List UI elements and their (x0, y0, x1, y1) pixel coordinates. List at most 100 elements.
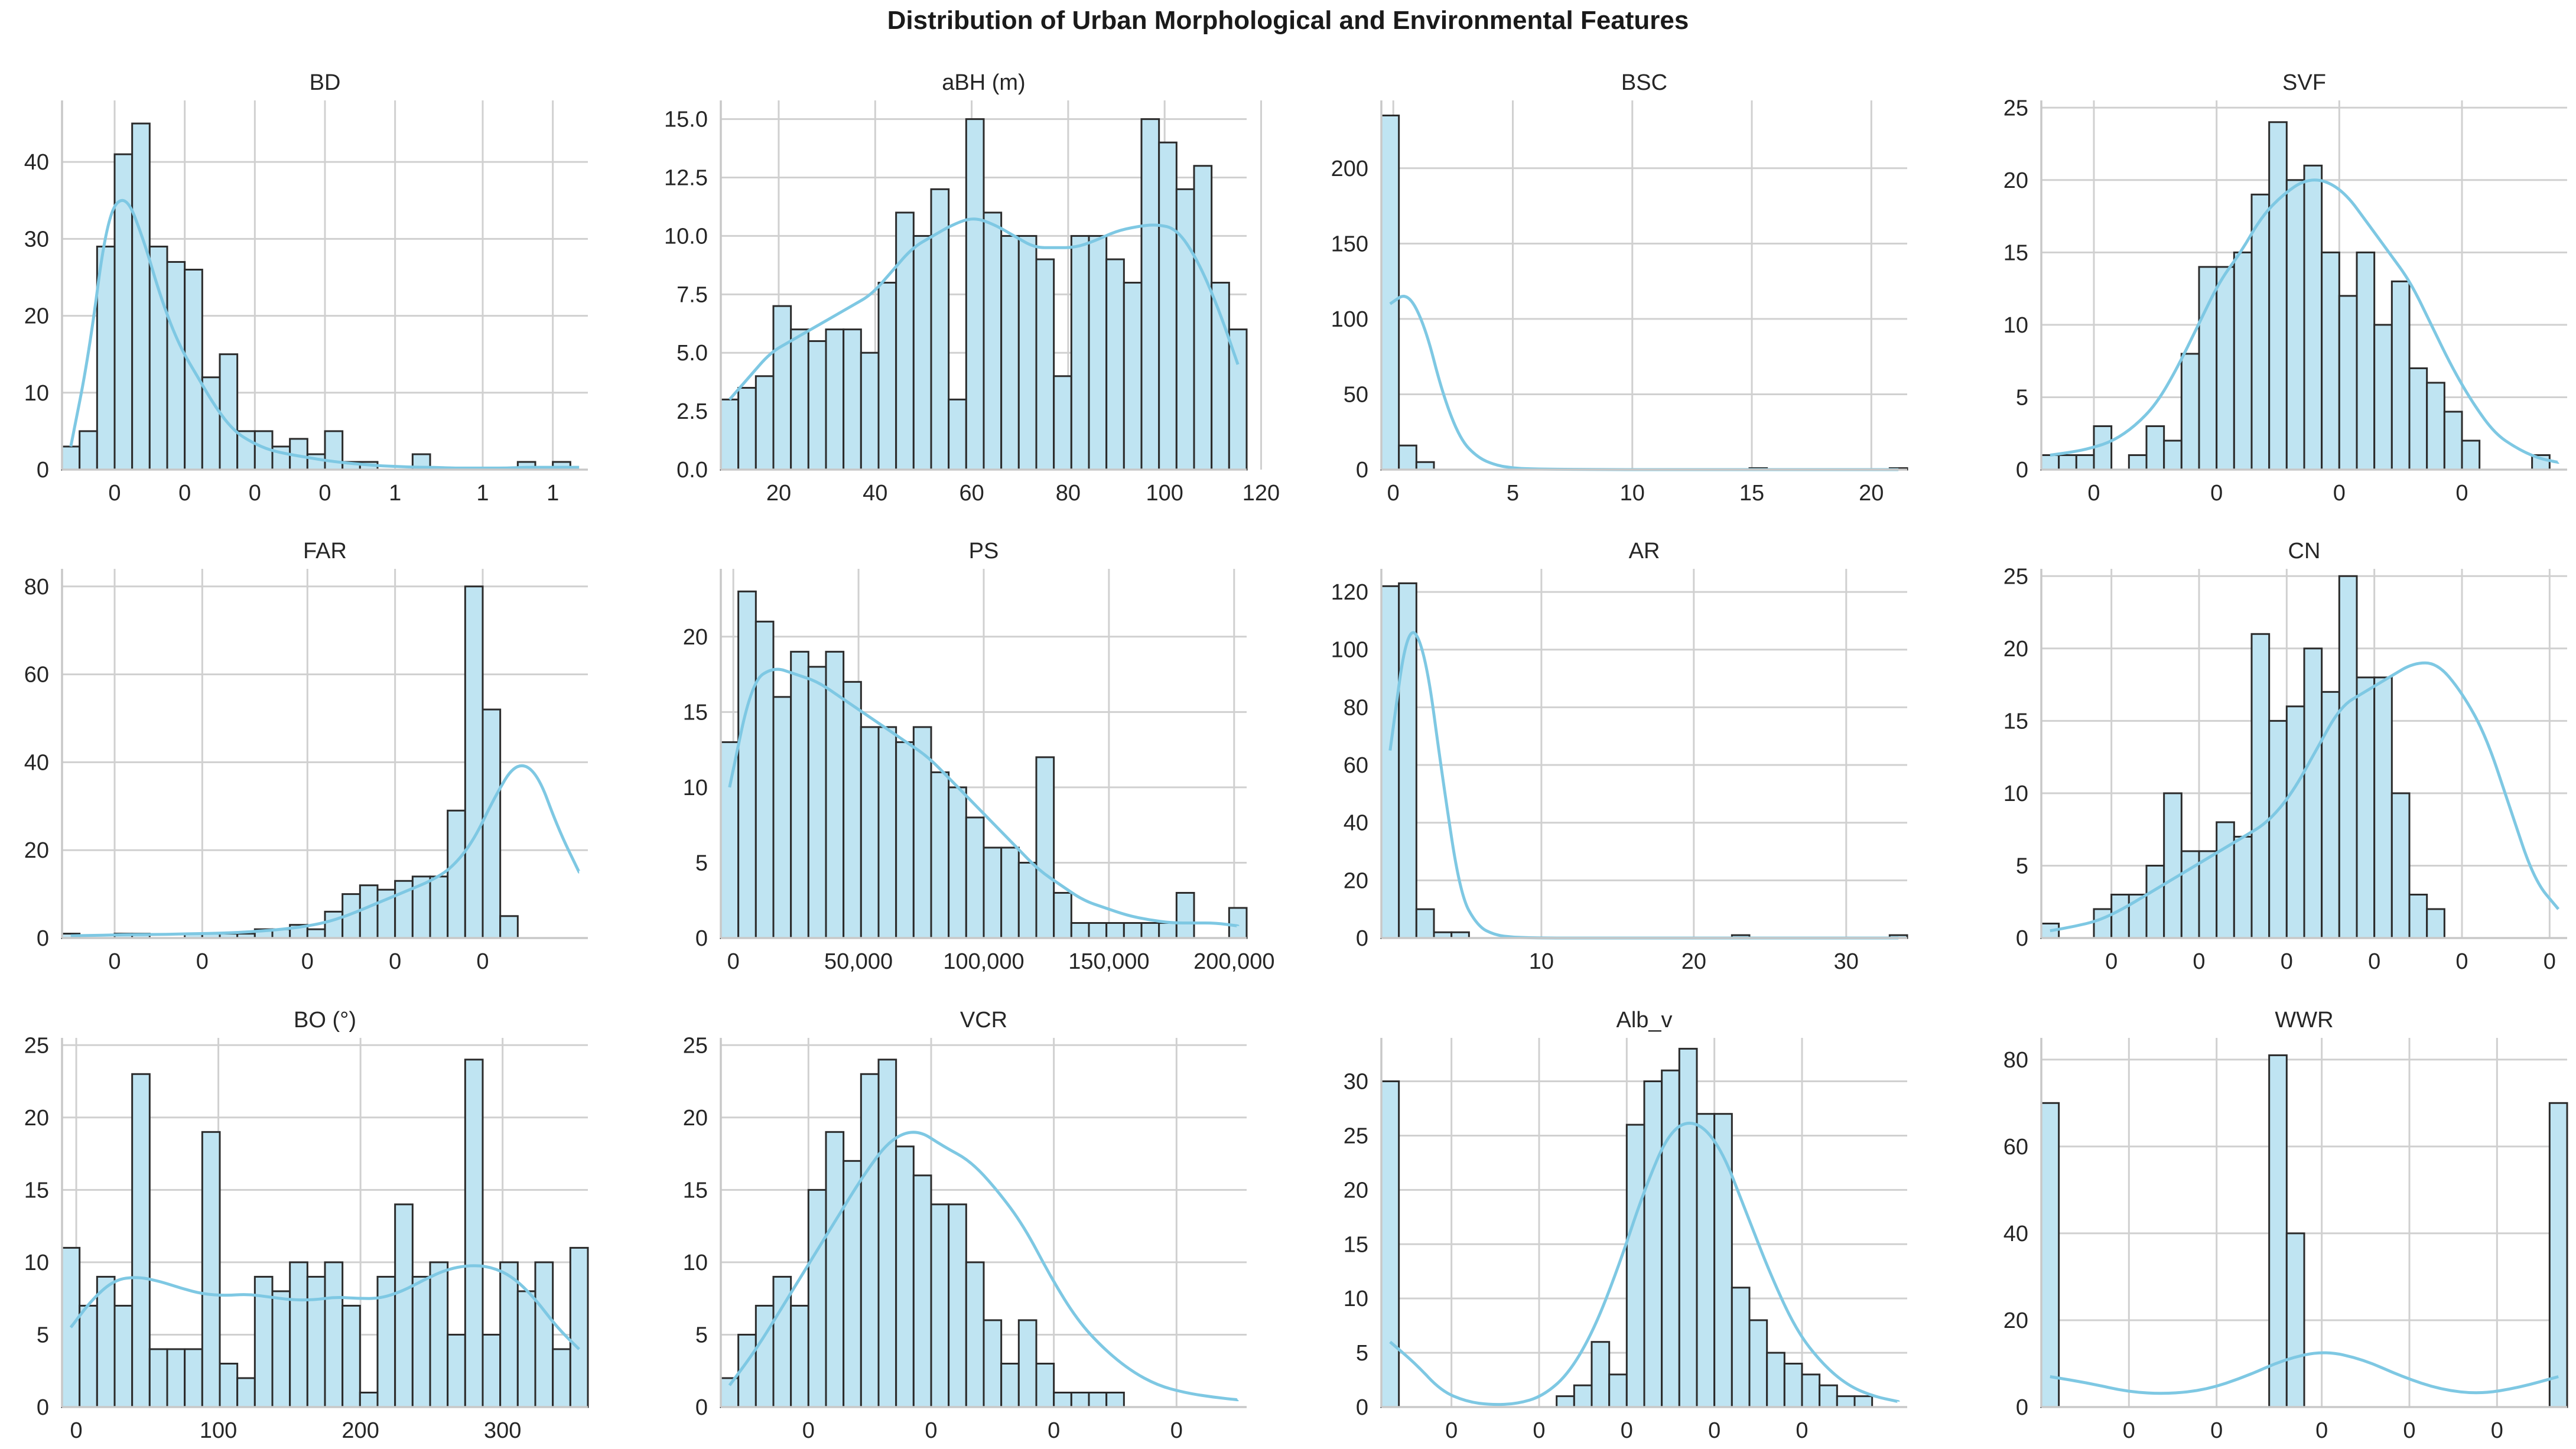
kde-curve (2050, 661, 2560, 933)
histogram-bar (552, 1348, 571, 1408)
histogram-bar (306, 928, 326, 939)
histogram-bar (271, 1290, 291, 1408)
histogram-bar (1591, 1341, 1611, 1408)
subplot-ps: PS 0 5 10 15 20 0 50,000 100,000 150,000 200,000 (683, 539, 1275, 974)
histogram-bar (1105, 258, 1125, 471)
histogram-bar (2321, 691, 2340, 939)
histogram-bar (482, 708, 502, 939)
histogram-bar (1801, 1373, 1821, 1408)
histogram-bar (1415, 461, 1435, 471)
x-tick-label: 20 (1859, 481, 1884, 506)
histogram-bar (2198, 266, 2218, 471)
histogram-bar (429, 875, 449, 939)
histogram-bar (965, 816, 985, 939)
histogram-bar (359, 884, 379, 939)
histogram-bar (1556, 1395, 1575, 1408)
histogram-bar (1573, 1384, 1593, 1408)
y-tick-label: 20 (24, 1106, 49, 1131)
histogram-bar (737, 590, 757, 939)
histogram-bar (720, 741, 740, 939)
histogram-bar (720, 1377, 740, 1408)
x-tick-label: 200 (341, 1418, 379, 1443)
x-tick-label: 0 (1796, 1418, 1808, 1443)
histogram-bar (1053, 1391, 1072, 1408)
kde-curve (2050, 178, 2560, 464)
x-tick-label: 0 (70, 1418, 82, 1443)
histogram-bar (2285, 179, 2305, 471)
y-tick-label: 15 (2003, 709, 2028, 734)
kde-curve (1388, 631, 1899, 940)
histogram-bar (1070, 1391, 1090, 1408)
histogram-bar (1017, 1319, 1037, 1408)
x-tick-label: 0 (2455, 481, 2468, 506)
histogram-bar (1608, 1373, 1628, 1408)
histogram-bar (965, 1261, 985, 1408)
histogram-bar (1661, 1069, 1680, 1408)
histogram-bar (2321, 251, 2340, 471)
histogram-bar (1123, 282, 1143, 471)
histogram-bar (61, 445, 81, 471)
subplot-title: VCR (960, 1008, 1007, 1033)
y-tick-label: 5 (2016, 385, 2028, 410)
histogram-bar (236, 430, 256, 471)
histogram-bar (2040, 1102, 2060, 1408)
histogram-bar (772, 305, 792, 471)
y-tick-label: 10 (24, 381, 49, 406)
histogram-bar (184, 1348, 203, 1408)
y-tick-label: 10 (24, 1251, 49, 1275)
subplot-wwr: WWR 0 20 40 60 80 0 0 0 0 0 (2003, 1008, 2568, 1443)
histogram-bar (737, 1333, 757, 1408)
y-tick-label: 15 (24, 1178, 49, 1203)
histogram-bar (464, 585, 484, 939)
histogram-bar (2408, 893, 2428, 939)
x-tick-label: 0 (2193, 949, 2205, 974)
histogram-bar (2356, 251, 2376, 471)
histogram-bar (1783, 1362, 1803, 1408)
histogram-bar (499, 915, 519, 939)
x-tick-label: 0 (389, 949, 401, 974)
histogram-bar (895, 741, 915, 939)
y-tick-label: 20 (683, 625, 708, 650)
histogram-bar (2443, 411, 2463, 471)
histogram-bar (447, 1333, 466, 1408)
x-tick-label: 80 (1056, 481, 1081, 506)
histogram-bar (2338, 575, 2358, 939)
histogram-bar (1088, 922, 1108, 939)
histogram-bar (790, 328, 809, 471)
y-tick-label: 100 (1331, 638, 1368, 663)
y-tick-label: 0 (1356, 1395, 1368, 1420)
histogram-bar (289, 1261, 308, 1408)
x-tick-label: 0 (2281, 949, 2293, 974)
histogram-bar (359, 1391, 379, 1408)
x-tick-label: 100,000 (943, 949, 1024, 974)
x-tick-label: 0 (2210, 1418, 2223, 1443)
histogram-bar (1158, 922, 1178, 939)
histogram-bar (1380, 1080, 1400, 1408)
histogram-bar (341, 1304, 361, 1408)
x-tick-label: 0 (2315, 1418, 2328, 1443)
histogram-bar (324, 430, 344, 471)
x-tick-label: 120 (1243, 481, 1280, 506)
histogram-bar (948, 1203, 967, 1408)
histogram-bar (219, 353, 239, 471)
histogram-bar (1819, 1384, 1838, 1408)
histogram-bar (1193, 165, 1213, 471)
histogram-bar (482, 1333, 502, 1408)
histogram-bar (2163, 792, 2183, 939)
subplot-vcr: VCR 0 5 10 15 20 25 0 0 0 0 (683, 1008, 1247, 1443)
y-tick-label: 20 (1344, 868, 1368, 893)
y-tick-label: 20 (2003, 637, 2028, 662)
y-tick-label: 0 (1356, 926, 1368, 951)
histogram-bar (877, 282, 897, 471)
histogram-bar (860, 726, 880, 939)
y-tick-label: 0 (2016, 1395, 2028, 1420)
histogram-bar (912, 1174, 932, 1408)
y-tick-label: 0 (695, 926, 708, 951)
histogram-bar (2128, 454, 2148, 471)
y-tick-label: 5 (1356, 1341, 1368, 1366)
histogram-bar (1123, 922, 1143, 939)
x-tick-label: 0 (1048, 1418, 1060, 1443)
subplot-title: WWR (2275, 1008, 2333, 1033)
x-tick-label: 5 (1507, 481, 1519, 506)
